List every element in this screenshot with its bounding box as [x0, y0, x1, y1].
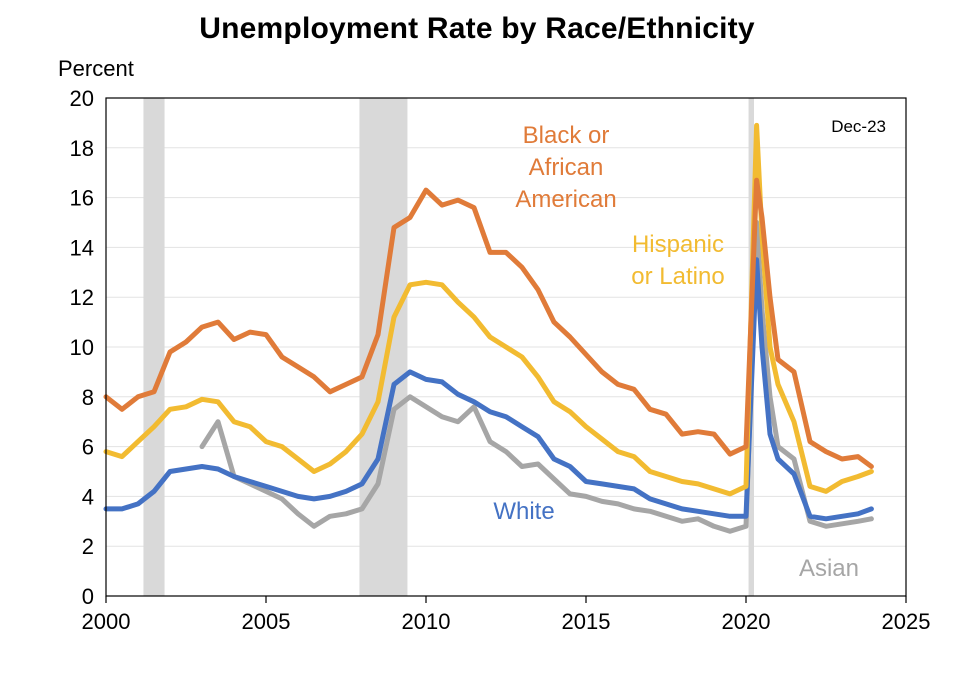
- series-label-line: American: [515, 186, 616, 213]
- series-label-line: African: [529, 154, 604, 181]
- recession-band: [359, 98, 408, 596]
- series-lines: [103, 122, 874, 534]
- y-tick-label: 2: [82, 534, 94, 559]
- x-tick-label: 2010: [402, 609, 451, 634]
- x-tick-label: 2000: [82, 609, 131, 634]
- series-line: [103, 257, 874, 522]
- y-axis-unit-label: Percent: [58, 56, 134, 81]
- series-label-line: Hispanic: [632, 231, 724, 258]
- recession-shading: [143, 98, 754, 596]
- series-labels: Black or African American Hispanic or Latino…: [493, 122, 859, 582]
- series-label: White: [493, 498, 554, 525]
- x-tick-label: 2005: [242, 609, 291, 634]
- y-tick-label: 20: [70, 86, 94, 111]
- y-tick-label: 8: [82, 385, 94, 410]
- series-label-line: Black or: [523, 122, 610, 149]
- series-label: Hispanic or Latino: [631, 231, 724, 290]
- x-tick-label: 2025: [882, 609, 931, 634]
- x-tick-label: 2020: [722, 609, 771, 634]
- y-tick-label: 4: [82, 484, 94, 509]
- y-tick-label: 16: [70, 186, 94, 211]
- plot-frame: [105, 97, 907, 597]
- recession-band: [143, 98, 165, 596]
- series-label-line: or Latino: [631, 263, 724, 290]
- axes: 0 2 4 6 8 10 12 14 16 18 20 2000 2005 2010 2015 2020 202…: [70, 86, 931, 634]
- date-note: Dec-23: [831, 117, 886, 136]
- series-line: [199, 220, 874, 534]
- chart-title: Unemployment Rate by Race/Ethnicity: [199, 12, 755, 45]
- y-tick-label: 14: [70, 235, 94, 260]
- x-tick-label: 2015: [562, 609, 611, 634]
- y-tick-label: 10: [70, 335, 94, 360]
- y-tick-label: 18: [70, 136, 94, 161]
- y-tick-label: 12: [70, 285, 94, 310]
- series-label-line: Asian: [799, 555, 859, 582]
- series-label-line: White: [493, 498, 554, 525]
- series-label: Asian: [799, 555, 859, 582]
- series-line: [103, 177, 874, 469]
- series-label: Black or African American: [515, 122, 616, 213]
- y-tick-label: 6: [82, 435, 94, 460]
- y-tick-label: 0: [82, 584, 94, 609]
- gridlines: [106, 147, 906, 547]
